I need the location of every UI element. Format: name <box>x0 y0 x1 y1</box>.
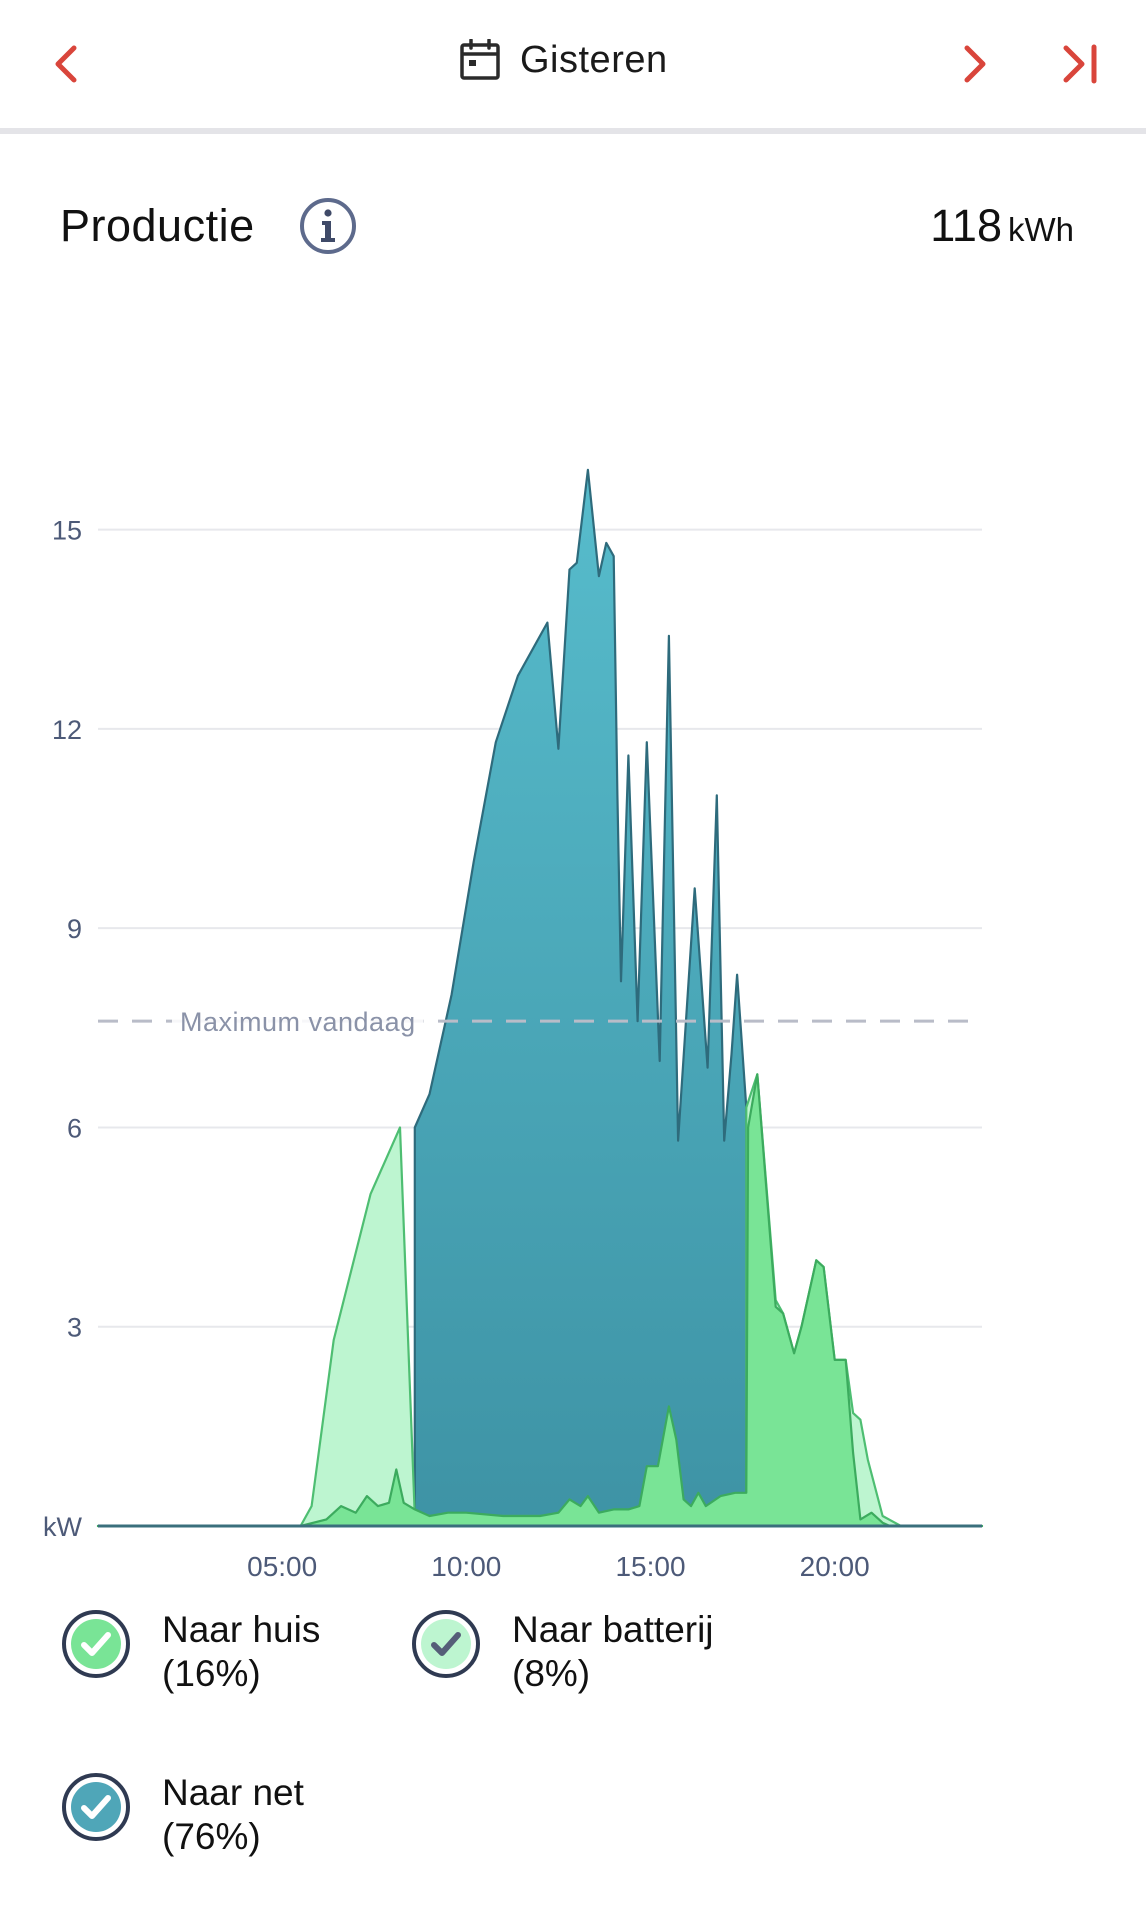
total-unit: kWh <box>1008 211 1074 248</box>
production-total: 118 kWh <box>930 200 1074 252</box>
y-tick-label: 15 <box>52 516 82 546</box>
header-divider <box>0 128 1146 134</box>
x-tick-label: 05:00 <box>247 1551 317 1582</box>
y-tick-label: 9 <box>67 914 82 944</box>
check-ring <box>62 1773 130 1841</box>
skip-to-end-icon <box>1063 44 1097 84</box>
jump-to-today-button[interactable] <box>1050 36 1110 92</box>
legend-item-naar-net[interactable]: Naar net (76%) <box>60 1771 304 1859</box>
legend-item-naar-huis[interactable]: Naar huis (16%) <box>60 1608 320 1696</box>
info-button[interactable] <box>298 196 358 256</box>
legend-label: Naar batterij <box>512 1609 714 1650</box>
x-tick-label: 10:00 <box>431 1551 501 1582</box>
max-today-label-bg <box>172 995 424 1048</box>
production-title: Productie <box>60 200 255 251</box>
y-tick-label: 3 <box>67 1313 82 1343</box>
check-circle-icon <box>412 1610 480 1678</box>
legend-percentage: (76%) <box>162 1816 261 1857</box>
chevron-left-icon <box>55 45 77 83</box>
check-ring <box>412 1610 480 1678</box>
legend-percentage: (16%) <box>162 1653 261 1694</box>
check-mark <box>81 1795 111 1819</box>
legend-label: Naar net <box>162 1772 304 1813</box>
check-circle-icon <box>62 1773 130 1841</box>
check-ring <box>62 1610 130 1678</box>
x-tick-label: 20:00 <box>800 1551 870 1582</box>
legend-item-naar-batterij[interactable]: Naar batterij (8%) <box>410 1608 714 1696</box>
date-picker[interactable]: Gisteren <box>460 30 668 90</box>
calendar-icon <box>460 39 500 80</box>
area-series-huis <box>96 1073 984 1528</box>
chevron-right-icon <box>964 45 986 83</box>
info-icon <box>300 198 356 254</box>
next-day-button[interactable] <box>945 36 1005 92</box>
total-value: 118 <box>930 200 1002 251</box>
y-tick-label: 6 <box>67 1113 82 1143</box>
check-circle-icon <box>62 1610 130 1678</box>
check-mark <box>431 1632 461 1656</box>
previous-day-button[interactable] <box>36 36 96 92</box>
production-chart: Maximum vandaag 15 12 9 6 3 kW 05:00 10:00 15:00… <box>0 400 1146 1600</box>
x-tick-label: 15:00 <box>615 1551 685 1582</box>
area-series-net <box>96 468 984 1528</box>
max-today-label: Maximum vandaag <box>180 1007 416 1037</box>
selected-date-label: Gisteren <box>520 38 668 81</box>
top-navigation-bar: Gisteren <box>0 0 1146 134</box>
y-tick-label: 12 <box>52 715 82 745</box>
production-area-chart: Maximum vandaag 15 12 9 6 3 kW 05:00 10:00 15:00… <box>43 468 984 1582</box>
production-header: Productie 118 kWh <box>60 196 1080 266</box>
legend-label: Naar huis <box>162 1609 321 1650</box>
legend-percentage: (8%) <box>512 1653 591 1694</box>
y-axis-unit-label: kW <box>43 1512 83 1542</box>
check-mark <box>81 1632 111 1656</box>
